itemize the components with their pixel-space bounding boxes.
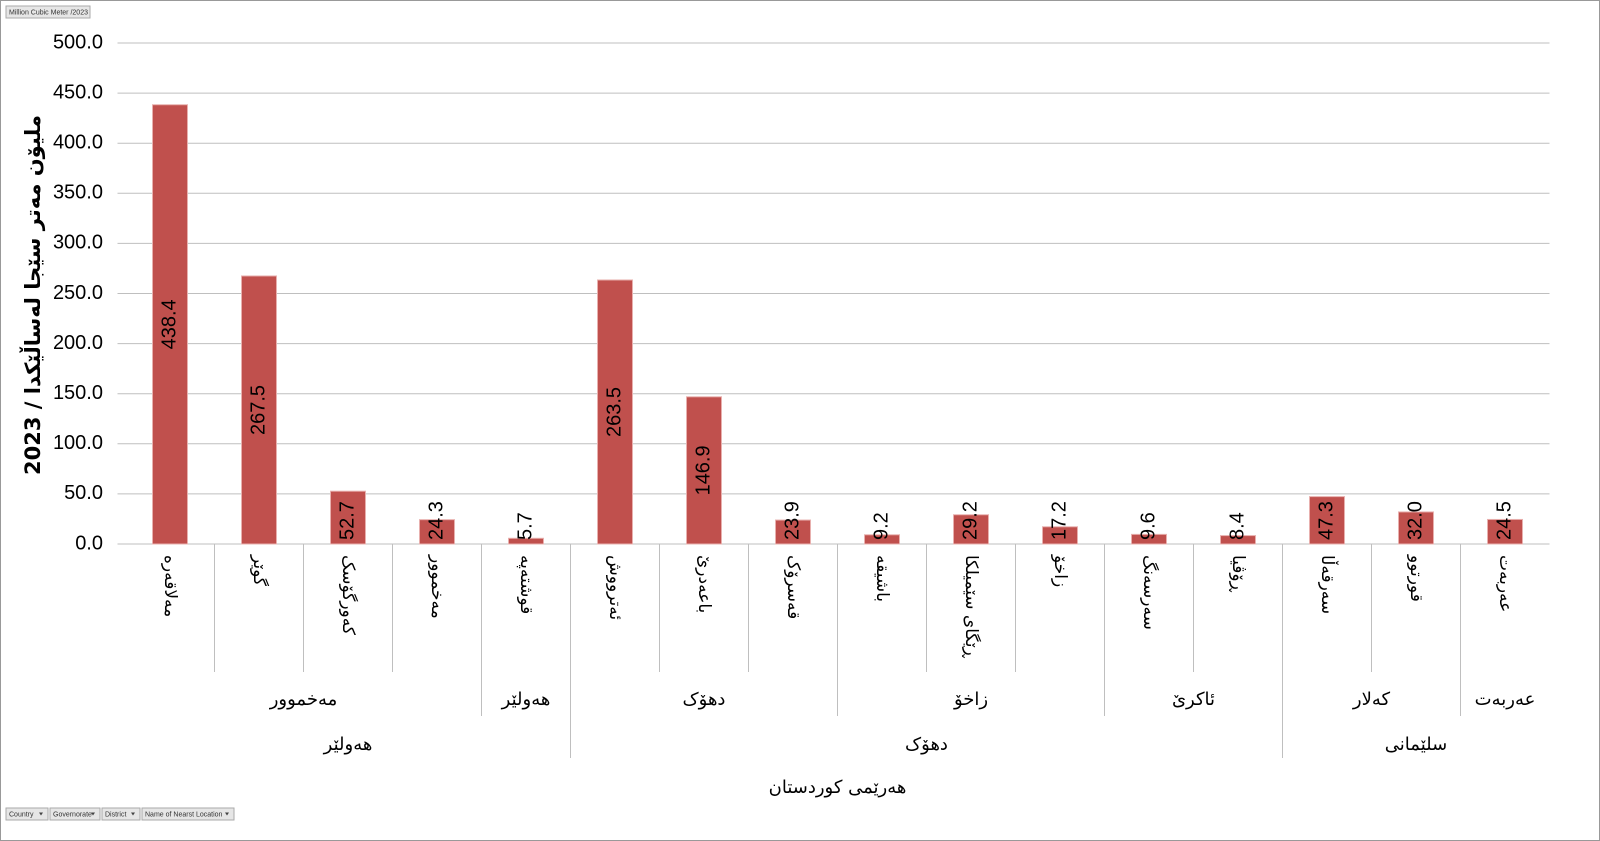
- group-label: هەولێر: [501, 689, 551, 710]
- value-label: 24.3: [425, 501, 447, 540]
- value-label: 29.2: [959, 501, 981, 540]
- bar: [1042, 526, 1078, 545]
- value-label: 438.4: [158, 299, 180, 349]
- x-tick-label: عەربەت: [1495, 555, 1515, 612]
- value-label: 24.5: [1493, 501, 1515, 540]
- bar: [1398, 511, 1434, 545]
- axis-field-button[interactable]: [141, 807, 235, 821]
- axis-field-button[interactable]: [101, 807, 141, 821]
- field-button[interactable]: [5, 5, 91, 19]
- value-label: 17.2: [1048, 501, 1070, 540]
- value-label: 5.7: [514, 512, 536, 540]
- group-label: دهۆک: [905, 734, 948, 755]
- y-tick-label: 100.0: [53, 432, 103, 454]
- value-label: 9.2: [870, 512, 892, 540]
- axis-field-button-label: Country: [9, 811, 34, 818]
- bar: [1487, 518, 1523, 545]
- axis-field-button-label: District: [105, 811, 126, 818]
- bar: [1131, 533, 1167, 545]
- y-tick-label: 350.0: [53, 182, 103, 204]
- axis-field-button[interactable]: [5, 807, 49, 821]
- dropdown-arrow: [91, 812, 95, 816]
- bar: [1220, 535, 1256, 545]
- dropdown-arrow: [225, 812, 229, 816]
- value-label: 263.5: [603, 387, 625, 437]
- bar: [953, 514, 989, 545]
- x-tick-label: سەرسەنگ: [1139, 555, 1160, 630]
- value-label: 52.7: [336, 501, 358, 540]
- axis-field-button-label: Name of Nearst Location: [145, 811, 223, 818]
- bar: [508, 537, 544, 545]
- y-tick-label: 500.0: [53, 31, 103, 53]
- value-label: 267.5: [247, 385, 269, 435]
- value-label: 146.9: [692, 445, 714, 495]
- y-tick-label: 50.0: [64, 482, 103, 504]
- y-tick-label: 150.0: [53, 382, 103, 404]
- group-label: مەخموور: [269, 689, 338, 710]
- y-tick-label: 400.0: [53, 131, 103, 153]
- value-label: 8.4: [1226, 512, 1248, 540]
- value-label: 32.0: [1404, 501, 1426, 540]
- group-label: عەربەت: [1475, 689, 1536, 710]
- group-label: هەولێر: [323, 734, 373, 755]
- axis-field-button-label: Governorate: [53, 811, 92, 818]
- bar: [330, 490, 366, 545]
- group-label: زاخۆ: [953, 689, 988, 710]
- x-tick-label: قەسرۆک: [783, 555, 803, 619]
- y-tick-label: 200.0: [53, 332, 103, 354]
- x-tick-label: مەخموور: [427, 554, 447, 619]
- x-tick-label: گوێر: [249, 554, 270, 587]
- bar: [864, 534, 900, 545]
- x-tick-label: ئەترووش: [605, 555, 625, 620]
- bar: [775, 519, 811, 545]
- x-tick-label: زاخۆ: [1050, 554, 1070, 587]
- x-tick-label: باعەدرێ: [694, 555, 714, 613]
- x-tick-label: قورتوو: [1406, 554, 1426, 602]
- x-tick-label: سەرقەڵا: [1317, 555, 1339, 614]
- x-tick-label: کەورگۆسک: [338, 555, 359, 636]
- value-label: 9.6: [1137, 512, 1159, 540]
- axis-field-button[interactable]: [49, 807, 101, 821]
- x-tick-label: قوشتەپە: [516, 555, 536, 614]
- y-tick-label: 0.0: [75, 532, 103, 554]
- y-tick-label: 300.0: [53, 232, 103, 254]
- x-tick-label: ڕێگای سێمیلکا: [961, 555, 982, 659]
- y-tick-label: 450.0: [53, 81, 103, 103]
- value-label: 23.9: [781, 501, 803, 540]
- bar: [241, 275, 277, 545]
- bar: [686, 396, 722, 545]
- y-axis-title: ملیۆن مەتر سێجا لەساڵێکدا / 2023: [19, 115, 45, 475]
- group-label: سلێمانی: [1385, 734, 1447, 755]
- bar: [597, 279, 633, 545]
- x-tick-label: ڕۆڤیا: [1228, 555, 1248, 593]
- bar: [1309, 496, 1345, 545]
- bar: [419, 519, 455, 545]
- dropdown-arrow: [131, 812, 135, 816]
- group-label: دهۆک: [683, 689, 726, 710]
- x-tick-label: باشیقە: [872, 555, 892, 602]
- group-label: هەرێمی کوردستان: [769, 777, 907, 798]
- group-label: ئاکرێ: [1172, 689, 1215, 710]
- value-label: 47.3: [1315, 501, 1337, 540]
- y-tick-label: 250.0: [53, 282, 103, 304]
- group-label: کەلار: [1352, 689, 1391, 710]
- bar: [152, 104, 188, 545]
- x-tick-label: مەلاقەرە: [160, 555, 180, 617]
- dropdown-arrow: [39, 812, 43, 816]
- field-button-label: Million Cubic Meter /2023: [9, 9, 88, 16]
